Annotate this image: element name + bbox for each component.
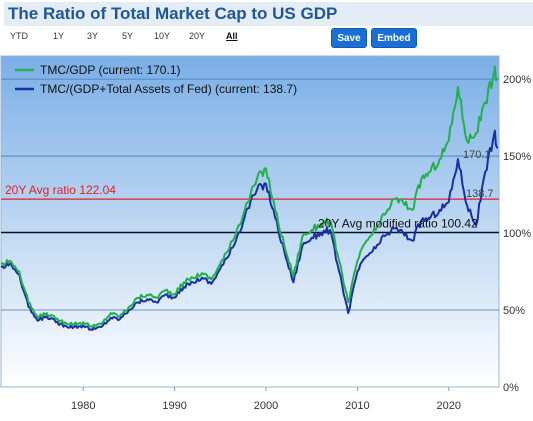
range-ytd-button[interactable]: YTD xyxy=(10,31,28,41)
end-value-label: 138.7 xyxy=(466,188,494,200)
reference-line-labels: 20Y Avg ratio 122.04 20Y Avg modified rat… xyxy=(5,183,478,230)
y-tick-label: 150% xyxy=(503,151,531,163)
y-tick-label: 100% xyxy=(503,228,531,240)
x-tick-label: 1980 xyxy=(71,400,95,412)
y-tick-label: 0% xyxy=(503,382,519,394)
reference-line-label: 20Y Avg modified ratio 100.42 xyxy=(318,216,478,230)
range-5y-button[interactable]: 5Y xyxy=(122,31,134,41)
range-20y-button[interactable]: 20Y xyxy=(189,31,206,41)
legend-label: TMC/(GDP+Total Assets of Fed) (current: … xyxy=(40,82,297,96)
x-tick-label: 1990 xyxy=(162,400,186,412)
y-tick-label: 50% xyxy=(503,305,525,317)
legend-label: TMC/GDP (current: 170.1) xyxy=(40,63,180,77)
y-tick-label: 200% xyxy=(503,74,531,86)
reference-line-label: 20Y Avg ratio 122.04 xyxy=(5,183,116,197)
axis-tick-labels: 1980 1990 2000 2010 2020 0% 50% 100% 150% 200% xyxy=(71,74,531,412)
end-value-labels: 170.1 138.7 xyxy=(463,149,494,200)
x-tick-label: 2010 xyxy=(345,400,369,412)
end-value-label: 170.1 xyxy=(463,149,491,161)
embed-button[interactable]: Embed xyxy=(371,28,417,48)
range-10y-button[interactable]: 10Y xyxy=(154,31,171,41)
x-tick-label: 2000 xyxy=(254,400,278,412)
series-line xyxy=(0,65,498,328)
legend: TMC/GDP (current: 170.1) TMC/(GDP+Total A… xyxy=(15,63,297,96)
series-lines xyxy=(0,65,499,331)
save-button[interactable]: Save xyxy=(331,28,367,48)
x-tick-label: 2020 xyxy=(437,400,461,412)
range-1y-button[interactable]: 1Y xyxy=(53,31,65,41)
series-line xyxy=(0,129,499,331)
plot-area xyxy=(0,55,500,388)
page-title: The Ratio of Total Market Cap to US GDP xyxy=(4,2,533,26)
range-all-button[interactable]: All xyxy=(226,31,238,41)
range-3y-button[interactable]: 3Y xyxy=(87,31,99,41)
